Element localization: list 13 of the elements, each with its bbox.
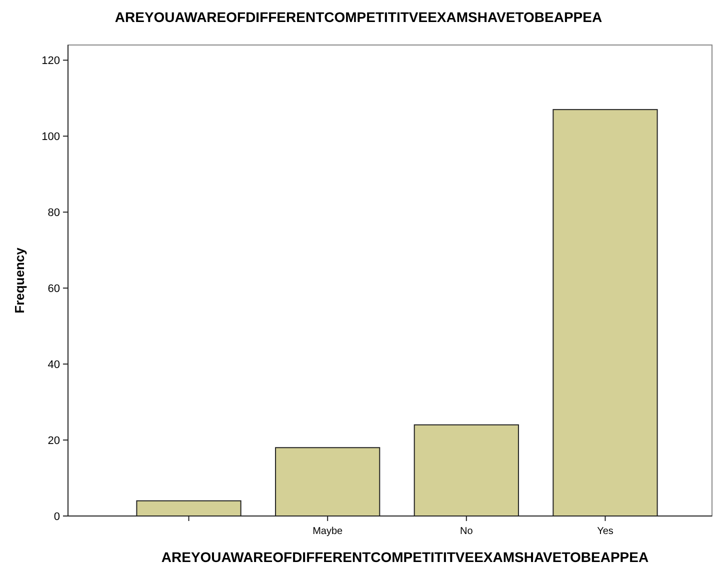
x-tick-label: No [460, 526, 474, 537]
y-axis-title: Frequency [12, 246, 27, 314]
y-tick-label: 60 [48, 282, 60, 295]
y-tick-label: 120 [42, 55, 60, 68]
y-tick-label: 0 [54, 510, 60, 523]
x-tick-label: Yes [597, 526, 614, 537]
chart-title: AREYOUAWAREOFDIFFERENTCOMPETITITVEEXAMSHAVETOBEAPPEA [114, 9, 602, 25]
y-tick-label: 100 [42, 131, 60, 144]
x-tick-label: Maybe [312, 526, 344, 537]
y-tick-label: 40 [48, 358, 60, 371]
x-axis-title: AREYOUAWAREOFDIFFERENTCOMPETITITVEEXAMSHAVETOBEAPPEA [161, 549, 649, 565]
y-tick-label: 80 [48, 206, 60, 219]
y-tick-label: 20 [48, 434, 60, 447]
